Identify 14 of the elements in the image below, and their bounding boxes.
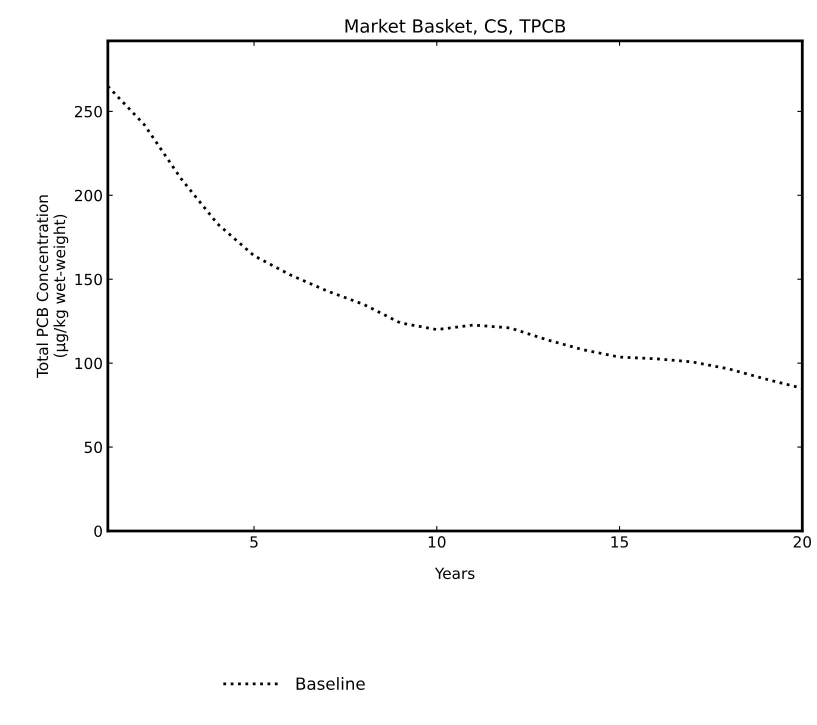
x-tick-label: 5: [250, 536, 258, 548]
x-axis-title: Years: [434, 568, 474, 580]
x-tick-label: 20: [794, 536, 811, 548]
y-tick-label: 0: [94, 525, 102, 538]
x-tick-label: 15: [612, 536, 628, 548]
y-tick-label: 200: [74, 190, 102, 202]
y-tick-label: 150: [76, 274, 102, 286]
legend-label: Baseline: [296, 677, 365, 690]
y-tick-label: 50: [84, 442, 102, 454]
x-tick-label: 10: [428, 536, 446, 548]
y-tick-label: 250: [74, 106, 102, 118]
y-tick-label: 100: [76, 358, 102, 370]
chart-title: Market Basket, CS, TPCB: [346, 18, 566, 35]
y-axis-title: Total PCB Concentration (µg/kg wet-weight): [36, 195, 68, 378]
